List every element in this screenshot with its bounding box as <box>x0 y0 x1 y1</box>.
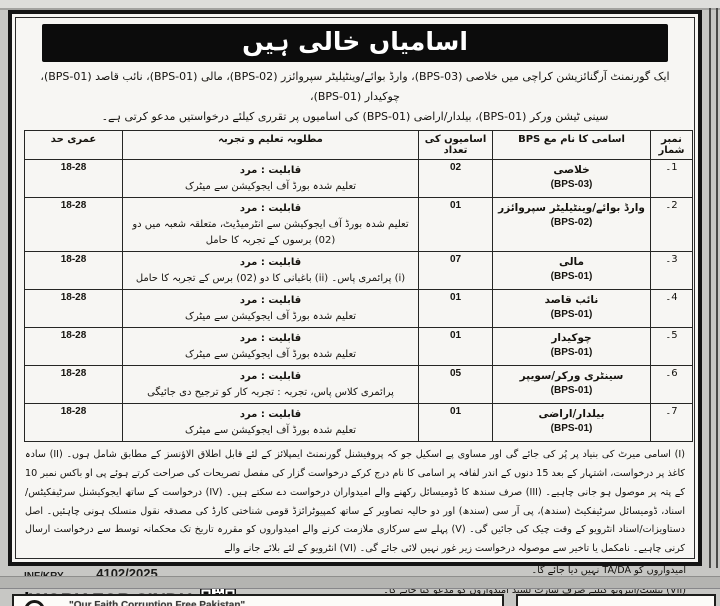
ad-title-banner: اسامیاں خالی ہیں <box>42 24 668 62</box>
cell-age: 18-28 <box>24 403 123 443</box>
cell-serial: 6۔ <box>650 365 693 405</box>
post-name: چوکیدار <box>551 332 592 345</box>
newspaper-top-strip <box>0 0 720 10</box>
table-row: 5۔ چوکیدار (BPS-01) 01 قابلیت : مرد تعلی… <box>24 327 693 367</box>
cell-post: سینٹری ورکر/سویپر (BPS-01) <box>492 365 651 405</box>
cell-detail: قابلیت : مرد (i) پرائمری پاس۔ (ii) باغبا… <box>122 251 419 291</box>
table-row: 7۔ بیلدار/اراضی (BPS-01) 01 قابلیت : مرد… <box>24 403 693 443</box>
table-row: 4۔ نائب قاصد (BPS-01) 01 قابلیت : مرد تع… <box>24 289 693 329</box>
qualification-education: تعلیم شدہ بورڈ آف ایجوکیشن سے میٹرک <box>184 311 357 323</box>
post-name: نائب قاصد <box>544 294 599 307</box>
post-bps: (BPS-01) <box>550 309 593 321</box>
cell-serial: 5۔ <box>650 327 693 367</box>
header-serial: نمبر شمار <box>650 130 693 161</box>
post-bps: (BPS-03) <box>550 179 593 191</box>
partial-ad-left: "Our Faith Corruption Free Pakistan" <box>12 594 504 606</box>
qualification-gender: قابلیت : مرد <box>239 371 302 383</box>
cell-post: خلاصی (BPS-03) <box>492 159 651 199</box>
qualification-education: (i) پرائمری پاس۔ (ii) باغبانی کا دو (02)… <box>135 273 406 285</box>
table-row: 1۔ خلاصی (BPS-03) 02 قابلیت : مرد تعلیم … <box>24 159 693 199</box>
qualification-gender: قابلیت : مرد <box>239 257 302 269</box>
qualification-education: تعلیم شدہ بورڈ آف ایجوکیشن سے انٹرمیڈیٹ،… <box>132 219 409 247</box>
post-bps: (BPS-01) <box>550 423 593 435</box>
terms-clause-vii: (VII) ٹیسٹ/انٹرویو کیلئے صرف شارٹ لسٹڈ ا… <box>383 584 686 596</box>
cell-detail: قابلیت : مرد تعلیم شدہ بورڈ آف ایجوکیشن … <box>122 403 419 443</box>
post-bps: (BPS-01) <box>550 347 593 359</box>
qualification-gender: قابلیت : مرد <box>239 165 302 177</box>
qualification-gender: قابلیت : مرد <box>239 203 302 215</box>
qualification-gender: قابلیت : مرد <box>239 295 302 307</box>
qualification-gender: قابلیت : مرد <box>239 333 302 345</box>
post-name: بیلدار/اراضی <box>538 408 605 421</box>
header-count: اسامیوں کی تعداد <box>418 130 493 161</box>
cell-serial: 1۔ <box>650 159 693 199</box>
qualification-education: پرائمری کلاس پاس، تجربہ : تجربہ کار کو ت… <box>147 387 394 399</box>
cell-count: 01 <box>418 327 493 367</box>
partial-ad-right <box>516 594 716 606</box>
newspaper-column-rule <box>709 8 718 568</box>
ad-inner-frame: اسامیاں خالی ہیں ایک گورنمنٹ آرگنائزیشن … <box>15 17 695 606</box>
cell-detail: قابلیت : مرد تعلیم شدہ بورڈ آف ایجوکیشن … <box>122 197 419 253</box>
header-detail: مطلوبہ تعلیم و تجربہ <box>122 130 419 161</box>
cell-detail: قابلیت : مرد تعلیم شدہ بورڈ آف ایجوکیشن … <box>122 289 419 329</box>
cell-detail: قابلیت : مرد تعلیم شدہ بورڈ آف ایجوکیشن … <box>122 327 419 367</box>
cell-post: چوکیدار (BPS-01) <box>492 327 651 367</box>
cell-post: نائب قاصد (BPS-01) <box>492 289 651 329</box>
post-name: مالی <box>558 256 584 269</box>
cell-post: وارڈ بوائے/وینٹیلیٹر سپروائزر (BPS-02) <box>492 197 651 253</box>
intro-line-1: ایک گورنمنٹ آرگنائزیشن کراچی میں خلاصی (… <box>40 70 670 103</box>
cell-count: 07 <box>418 251 493 291</box>
cell-detail: قابلیت : مرد پرائمری کلاس پاس، تجربہ : ت… <box>122 365 419 405</box>
cell-serial: 3۔ <box>650 251 693 291</box>
cell-serial: 7۔ <box>650 403 693 443</box>
cell-count: 01 <box>418 289 493 329</box>
cell-count: 01 <box>418 197 493 253</box>
post-bps: (BPS-01) <box>550 271 593 283</box>
circle-logo-icon <box>24 600 45 606</box>
qualification-gender: قابلیت : مرد <box>239 409 302 421</box>
cell-age: 18-28 <box>24 251 123 291</box>
post-name: خلاصی <box>553 164 590 177</box>
newspaper-divider-strip <box>0 576 720 589</box>
post-name: وارڈ بوائے/وینٹیلیٹر سپروائزر <box>498 202 645 215</box>
post-name: سینٹری ورکر/سویپر <box>519 370 624 383</box>
qualification-education: تعلیم شدہ بورڈ آف ایجوکیشن سے میٹرک <box>184 349 357 361</box>
post-bps: (BPS-02) <box>550 217 593 229</box>
cell-age: 18-28 <box>24 197 123 253</box>
terms-tail: امیدواروں کو TA/DA نہیں دیا جائے گا۔ <box>531 564 686 576</box>
cell-count: 01 <box>418 403 493 443</box>
cell-age: 18-28 <box>24 327 123 367</box>
header-age: عمری حد <box>24 130 123 161</box>
cell-age: 18-28 <box>24 289 123 329</box>
cell-age: 18-28 <box>24 365 123 405</box>
terms-tail-block: امیدواروں کو TA/DA نہیں دیا جائے گا۔ (VI… <box>302 561 686 601</box>
terms-and-conditions: (I) اسامی میرٹ کی بنیاد پر پُر کی جائے گ… <box>25 449 685 554</box>
post-bps: (BPS-01) <box>550 385 593 397</box>
cell-post: بیلدار/اراضی (BPS-01) <box>492 403 651 443</box>
header-post: اسامی کا نام مع BPS <box>492 130 651 161</box>
cell-detail: قابلیت : مرد تعلیم شدہ بورڈ آف ایجوکیشن … <box>122 159 419 199</box>
cell-serial: 2۔ <box>650 197 693 253</box>
table-row: 6۔ سینٹری ورکر/سویپر (BPS-01) 05 قابلیت … <box>24 365 693 405</box>
next-row-ads: "Our Faith Corruption Free Pakistan" <box>12 594 716 606</box>
vacancies-table: نمبر شمار اسامی کا نام مع BPS اسامیوں کی… <box>24 130 693 443</box>
qualification-education: تعلیم شدہ بورڈ آف ایجوکیشن سے میٹرک <box>184 425 357 437</box>
cell-serial: 4۔ <box>650 289 693 329</box>
cell-post: مالی (BPS-01) <box>492 251 651 291</box>
cell-count: 02 <box>418 159 493 199</box>
table-header-row: نمبر شمار اسامی کا نام مع BPS اسامیوں کی… <box>24 130 693 161</box>
intro-paragraph: ایک گورنمنٹ آرگنائزیشن کراچی میں خلاصی (… <box>24 67 686 130</box>
table-row: 2۔ وارڈ بوائے/وینٹیلیٹر سپروائزر (BPS-02… <box>24 197 693 253</box>
cell-age: 18-28 <box>24 159 123 199</box>
cell-count: 05 <box>418 365 493 405</box>
table-row: 3۔ مالی (BPS-01) 07 قابلیت : مرد (i) پرا… <box>24 251 693 291</box>
intro-line-2: سینی ٹیشن ورکر (BPS-01)، بیلدار/اراضی (B… <box>101 109 609 123</box>
qualification-education: تعلیم شدہ بورڈ آف ایجوکیشن سے میٹرک <box>184 181 357 193</box>
job-advertisement: اسامیاں خالی ہیں ایک گورنمنٹ آرگنائزیشن … <box>8 10 702 606</box>
partial-ad-slogan: "Our Faith Corruption Free Pakistan" <box>69 600 246 606</box>
